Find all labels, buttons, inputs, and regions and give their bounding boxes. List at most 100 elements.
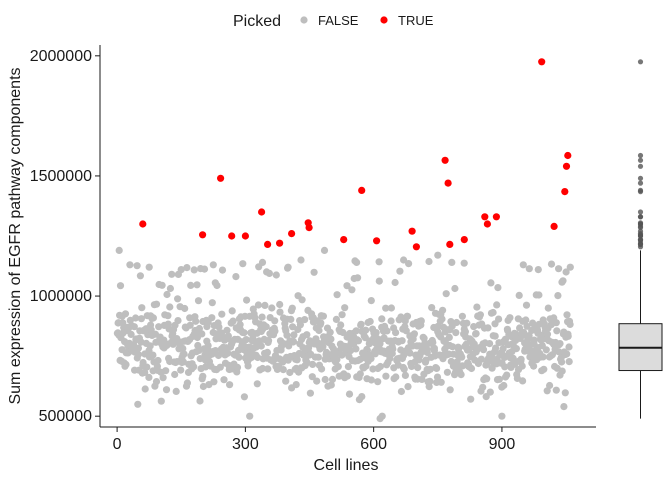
point-false [254, 353, 262, 362]
point-false [338, 351, 346, 359]
box-outlier [637, 157, 644, 163]
point-false [448, 258, 456, 266]
point-false [535, 291, 543, 299]
point-false [392, 329, 400, 337]
point-false [522, 316, 530, 324]
point-false [130, 323, 138, 331]
point-false [332, 315, 340, 323]
point-false [530, 362, 538, 370]
point-false [442, 290, 450, 298]
point-false [122, 360, 130, 369]
point-false [134, 350, 142, 359]
box-outlier [637, 228, 644, 234]
point-false [540, 365, 548, 373]
point-false [314, 353, 322, 361]
point-false [556, 340, 564, 348]
point-false [534, 266, 542, 274]
point-false [373, 334, 381, 342]
point-false [224, 332, 232, 340]
point-false [433, 364, 441, 372]
point-false [553, 327, 561, 335]
point-false [352, 345, 360, 353]
point-false [339, 328, 347, 337]
point-false [470, 323, 478, 331]
point-false [367, 376, 375, 384]
point-true [561, 188, 569, 196]
point-false [298, 296, 306, 304]
point-false [287, 315, 295, 323]
box-outlier [637, 180, 644, 186]
point-false [554, 292, 562, 300]
point-true [460, 236, 468, 244]
point-false [352, 327, 360, 335]
point-false [479, 346, 488, 354]
box-outlier [637, 220, 644, 226]
point-false [289, 337, 298, 346]
point-false [492, 344, 500, 352]
point-false [158, 281, 166, 289]
point-false [563, 350, 571, 358]
point-true [305, 224, 313, 232]
point-false [448, 343, 457, 351]
scatter-panel: 0 300 600 900 500000 1000000 1500000 2000000 C… [7, 45, 596, 474]
point-false [183, 264, 191, 272]
point-false [223, 326, 231, 334]
point-false [552, 386, 560, 394]
x-tick-label: 0 [113, 436, 122, 453]
y-tick-label: 500000 [39, 408, 92, 425]
point-true [538, 58, 546, 66]
point-false [542, 346, 550, 354]
point-false [525, 265, 533, 273]
box-outlier [637, 175, 644, 181]
point-false [220, 376, 228, 384]
point-false [193, 281, 201, 289]
point-false [560, 403, 568, 411]
point-false [318, 365, 326, 373]
point-false [143, 363, 151, 371]
point-false [272, 271, 280, 279]
point-true [276, 239, 284, 247]
point-false [437, 378, 445, 386]
point-false [446, 386, 454, 394]
point-false [358, 393, 366, 401]
point-false [296, 321, 304, 329]
y-ticks: 500000 1000000 1500000 2000000 [30, 48, 100, 425]
point-true [483, 220, 491, 228]
point-false [457, 371, 465, 379]
point-false [408, 362, 416, 371]
point-false [257, 342, 265, 350]
point-false [145, 373, 153, 381]
point-false [177, 266, 185, 274]
point-true [358, 186, 366, 194]
point-false [487, 279, 495, 287]
point-false [519, 377, 527, 385]
point-true [492, 213, 500, 221]
point-false [159, 374, 167, 382]
point-false [265, 269, 273, 277]
point-false [517, 355, 525, 363]
point-false [200, 265, 209, 273]
point-false [461, 328, 469, 336]
point-false [215, 323, 223, 331]
point-false [555, 265, 563, 273]
point-false [235, 353, 243, 361]
point-false [333, 291, 341, 299]
point-false [425, 257, 433, 266]
point-false [149, 351, 157, 359]
point-false [276, 300, 284, 309]
point-false [372, 329, 380, 337]
true-points-group [139, 58, 572, 251]
point-false [132, 314, 140, 322]
point-false [495, 315, 503, 323]
point-false [491, 332, 499, 340]
point-false [396, 267, 404, 275]
point-true [139, 220, 147, 228]
point-false [406, 349, 414, 357]
point-false [179, 358, 187, 366]
point-false [179, 344, 187, 353]
point-false [154, 356, 162, 365]
x-axis-title: Cell lines [314, 457, 379, 474]
point-false [486, 388, 494, 396]
point-false [253, 380, 261, 388]
